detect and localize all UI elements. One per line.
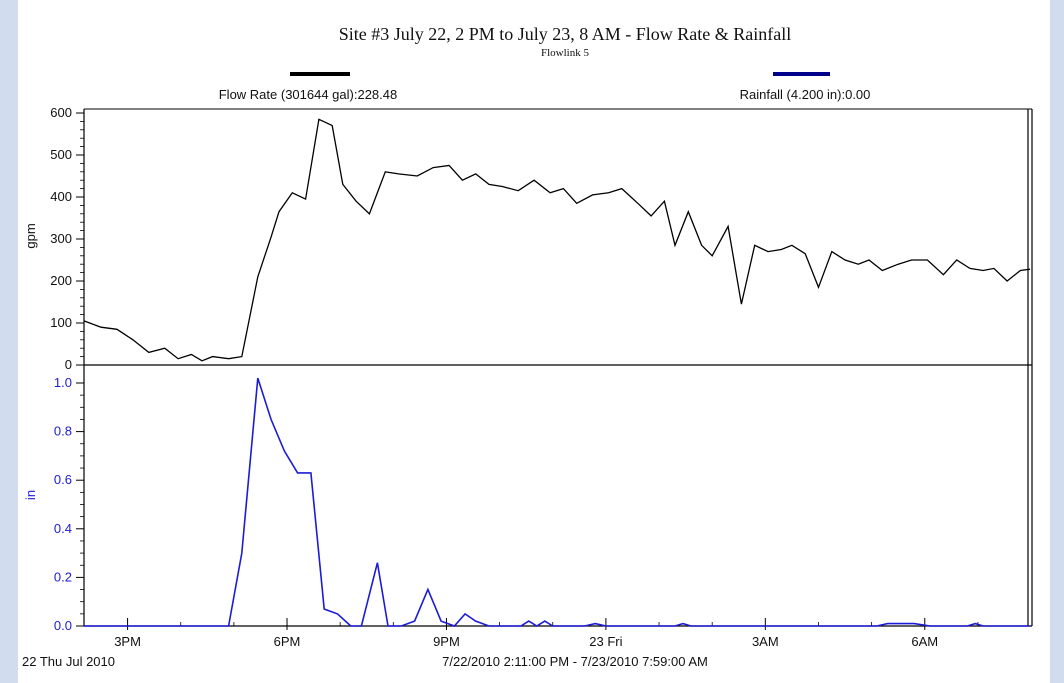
legend-swatch-rain — [773, 72, 830, 76]
x-tick-label: 6AM — [911, 634, 938, 649]
rain-y-tick-label: 0.6 — [54, 472, 72, 487]
x-tick-label: 3PM — [114, 634, 141, 649]
x-tick-label: 9PM — [433, 634, 460, 649]
chart-subtitle: Flowlink 5 — [541, 47, 589, 59]
x-tick-label: 3AM — [752, 634, 779, 649]
rain-y-ticks: 0.0 0.2 0.4 0.6 0.8 1.0 — [54, 375, 84, 633]
rain-y-tick-label: 0.2 — [54, 569, 72, 584]
flow-y-axis-label: gpm — [23, 223, 38, 248]
legend-swatch-flow — [290, 72, 350, 76]
flow-y-tick-label: 500 — [50, 147, 72, 162]
flow-y-tick-label: 600 — [50, 105, 72, 120]
flow-y-tick-label: 200 — [50, 273, 72, 288]
flow-y-tick-label: 400 — [50, 189, 72, 204]
range-label: 7/22/2010 2:11:00 PM - 7/23/2010 7:59:00… — [442, 654, 708, 669]
rain-y-tick-label: 0.8 — [54, 424, 72, 439]
legend-label-rain: Rainfall (4.200 in):0.00 — [740, 87, 871, 102]
rain-y-axis-label: in — [23, 490, 38, 500]
chart-frame: Site #3 July 22, 2 PM to July 23, 8 AM -… — [18, 0, 1050, 683]
x-ticks: 3PM 6PM 9PM 23 Fri 3AM 6AM — [114, 618, 979, 649]
rainfall-series-line — [84, 377, 1030, 627]
flow-y-tick-label: 300 — [50, 231, 72, 246]
chart-title: Site #3 July 22, 2 PM to July 23, 8 AM -… — [339, 24, 792, 44]
flow-y-ticks: 0 100 200 300 400 500 600 — [50, 105, 84, 372]
x-tick-label: 6PM — [274, 634, 301, 649]
flow-rate-series-line — [83, 118, 1031, 362]
date-label: 22 Thu Jul 2010 — [22, 654, 115, 669]
flow-rainfall-chart: Site #3 July 22, 2 PM to July 23, 8 AM -… — [22, 24, 1033, 669]
flow-y-tick-label: 0 — [65, 357, 72, 372]
rain-y-tick-label: 0.0 — [54, 618, 72, 633]
flow-y-tick-label: 100 — [50, 315, 72, 330]
rain-y-tick-label: 0.4 — [54, 521, 72, 536]
rain-y-tick-label: 1.0 — [54, 375, 72, 390]
x-tick-label: 23 Fri — [589, 634, 622, 649]
legend-label-flow: Flow Rate (301644 gal):228.48 — [219, 87, 398, 102]
